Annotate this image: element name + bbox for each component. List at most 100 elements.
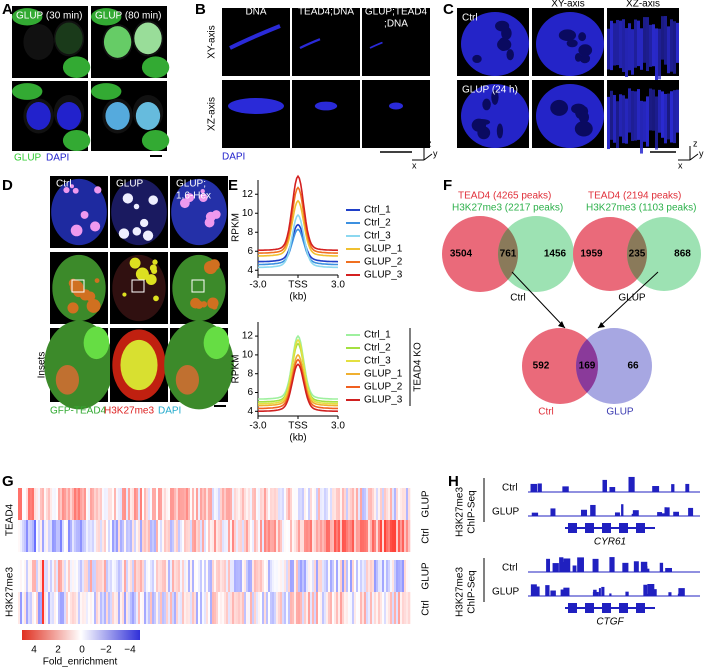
heat-cell (234, 560, 237, 592)
heat-cell (386, 520, 389, 552)
heat-cell (236, 488, 239, 520)
heat-cell (364, 560, 367, 592)
nucleolus (574, 120, 593, 137)
block-label: H3K27me3 (5, 567, 16, 617)
focus (67, 302, 79, 314)
heat-cell (36, 592, 39, 624)
heat-cell (138, 488, 141, 520)
heat-cell (84, 560, 87, 592)
heat-cell (134, 592, 137, 624)
z-stack (628, 88, 631, 133)
nucleolus (571, 103, 586, 114)
heat-cell (34, 488, 37, 520)
heat-cell (36, 560, 39, 592)
heat-cell (382, 560, 385, 592)
heat-cell (114, 592, 117, 624)
heat-cell (302, 592, 305, 624)
heat-cell (174, 592, 177, 624)
heat-cell (92, 592, 95, 624)
panel-label: B (195, 1, 206, 18)
heat-cell (312, 488, 315, 520)
heat-cell (360, 592, 363, 624)
heat-cell (36, 488, 39, 520)
profile-curve (258, 186, 338, 254)
focus (118, 228, 130, 239)
z-stack (607, 28, 610, 70)
panel-label: E (228, 177, 238, 194)
heat-cell (144, 520, 147, 552)
heat-cell (314, 592, 317, 624)
heat-cell (56, 560, 59, 592)
heat-cell (288, 592, 291, 624)
heat-cell (344, 560, 347, 592)
profile-curve (257, 342, 339, 403)
heat-cell (62, 520, 65, 552)
heat-cell (378, 560, 381, 592)
heat-cell (234, 488, 237, 520)
heat-cell (178, 488, 181, 520)
heat-cell (240, 488, 243, 520)
heat-cell (214, 520, 217, 552)
heat-cell (394, 488, 397, 520)
focus (69, 184, 74, 189)
heat-cell (134, 560, 137, 592)
heat-cell (302, 560, 305, 592)
heat-cell (400, 520, 403, 552)
heat-cell (182, 520, 185, 552)
focus (90, 221, 101, 232)
profile-curve (257, 199, 339, 257)
heat-cell (152, 488, 155, 520)
heat-cell (128, 520, 131, 552)
heat-cell (190, 520, 193, 552)
heat-cell (322, 520, 325, 552)
heat-cell (176, 488, 179, 520)
heat-cell (32, 560, 35, 592)
z-stack (676, 89, 679, 133)
heat-cell (300, 592, 303, 624)
z-stack (640, 100, 643, 154)
heat-cell (102, 592, 105, 624)
heat-cell (320, 592, 323, 624)
column-header: GLUP; (176, 179, 206, 190)
heat-cell (116, 560, 119, 592)
heat-cell (402, 592, 405, 624)
heat-cell (66, 520, 69, 552)
micrograph (362, 80, 430, 148)
track-axis-label: ChIP-Seq (467, 570, 478, 613)
heat-cell (284, 560, 287, 592)
venn-count: 235 (629, 249, 646, 260)
venn-count: 66 (627, 361, 639, 372)
heat-cell (82, 520, 85, 552)
heat-cell (122, 488, 125, 520)
heat-cell (190, 560, 193, 592)
heat-cell (358, 488, 361, 520)
heat-cell (230, 560, 233, 592)
heat-cell (56, 488, 59, 520)
focus (122, 193, 134, 204)
heat-cell (206, 560, 209, 592)
heat-cell (316, 520, 319, 552)
x-tick-label: -3.0 (249, 280, 267, 291)
heat-cell (80, 488, 83, 520)
y-tick-label: 10 (242, 350, 254, 361)
heat-cell (52, 520, 55, 552)
venn-set (442, 216, 518, 292)
coverage-peak (572, 565, 577, 572)
heat-cell (190, 592, 193, 624)
heat-cell (160, 520, 163, 552)
heat-cell (122, 560, 125, 592)
axis-glyph (412, 146, 433, 161)
heat-cell (270, 520, 273, 552)
heat-cell (84, 488, 87, 520)
legend-text: DAPI (46, 153, 69, 164)
heat-cell (288, 560, 291, 592)
heat-cell (136, 560, 139, 592)
heat-cell (86, 560, 89, 592)
heat-cell (32, 488, 35, 520)
row-label: XZ-axis (207, 97, 218, 131)
heat-cell (180, 592, 183, 624)
heat-cell (224, 520, 227, 552)
block-label: TEAD4 (5, 503, 16, 536)
heat-cell (298, 488, 301, 520)
heat-cell (236, 592, 239, 624)
